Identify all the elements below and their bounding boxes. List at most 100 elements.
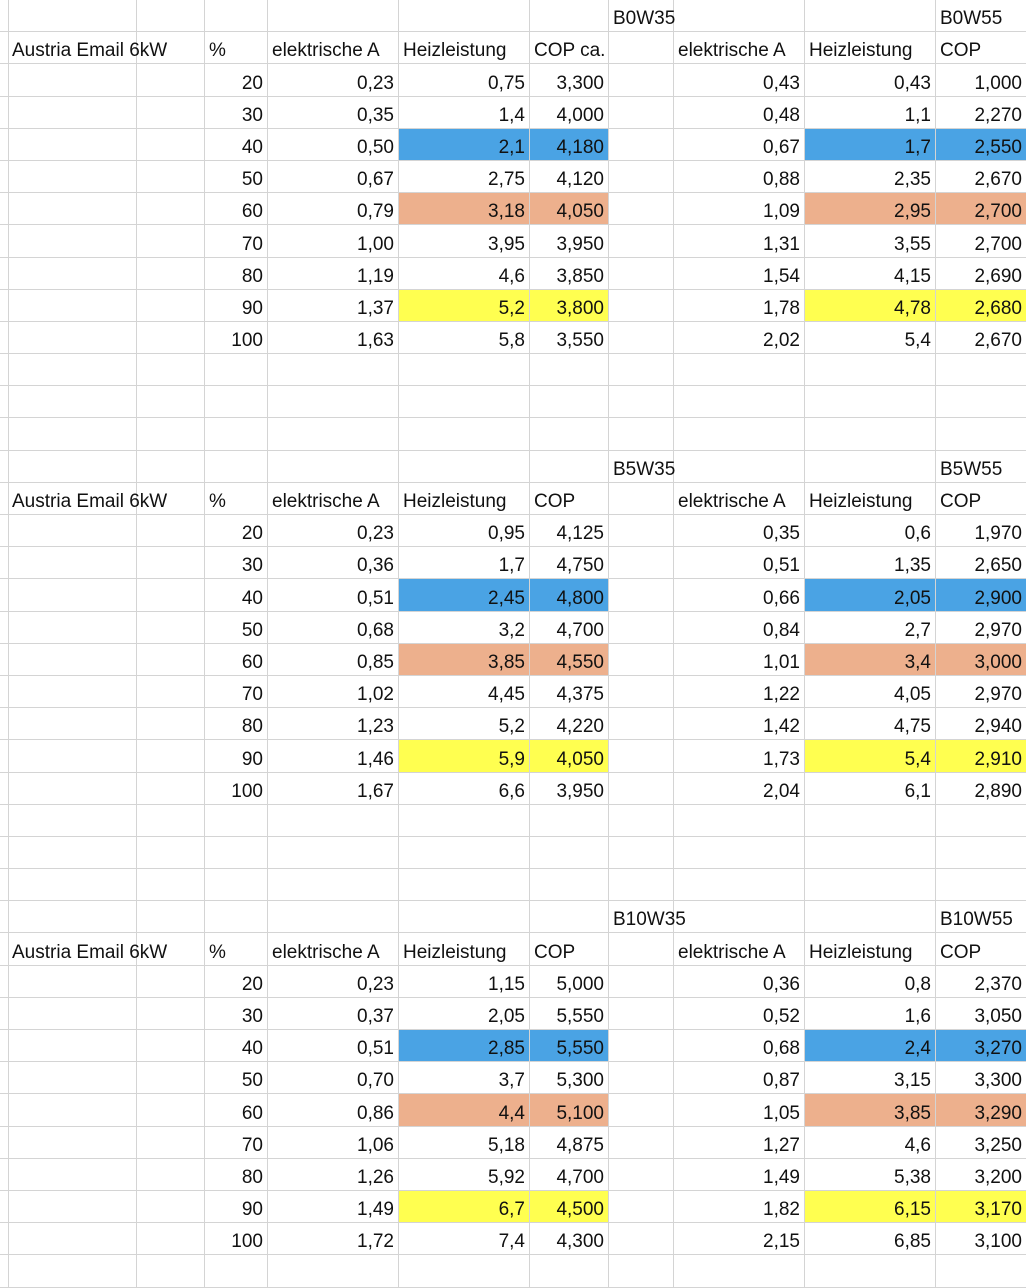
empty-cell[interactable] xyxy=(674,418,805,451)
condition-label-right[interactable]: B0W55 xyxy=(936,0,1026,33)
elektrische-value[interactable]: 1,67 xyxy=(268,772,399,805)
empty-cell[interactable] xyxy=(0,579,9,612)
empty-cell[interactable] xyxy=(805,901,936,934)
cop-value[interactable]: 4,120 xyxy=(530,160,609,194)
empty-cell[interactable] xyxy=(399,836,530,870)
empty-cell[interactable] xyxy=(0,0,9,33)
empty-cell[interactable] xyxy=(530,1255,609,1288)
empty-cell[interactable] xyxy=(137,804,205,837)
heizleistung-value[interactable]: 0,6 xyxy=(805,515,936,548)
elektrische-value[interactable]: 0,88 xyxy=(674,160,805,194)
empty-cell[interactable] xyxy=(0,64,9,97)
header-cop[interactable]: COP xyxy=(936,483,1026,515)
elektrische-value[interactable]: 0,37 xyxy=(268,997,399,1030)
empty-cell[interactable] xyxy=(8,1158,137,1191)
empty-cell[interactable] xyxy=(805,0,936,33)
header-cop[interactable]: COP xyxy=(936,933,1026,966)
percent-value[interactable]: 20 xyxy=(205,965,268,998)
empty-cell[interactable] xyxy=(268,354,399,387)
cop-value[interactable]: 5,100 xyxy=(530,1094,609,1127)
empty-cell[interactable] xyxy=(399,418,530,451)
empty-cell[interactable] xyxy=(0,160,9,194)
empty-cell[interactable] xyxy=(805,354,936,387)
empty-cell[interactable] xyxy=(268,0,399,33)
cop-value[interactable]: 4,550 xyxy=(530,643,609,676)
empty-cell[interactable] xyxy=(268,1255,399,1288)
heizleistung-value[interactable]: 3,15 xyxy=(805,1062,936,1095)
empty-cell[interactable] xyxy=(137,257,205,290)
empty-cell[interactable] xyxy=(8,643,137,676)
empty-cell[interactable] xyxy=(8,804,137,837)
percent-value[interactable]: 30 xyxy=(205,96,268,129)
header-cop[interactable]: COP xyxy=(936,32,1026,65)
empty-cell[interactable] xyxy=(609,386,674,419)
cop-value[interactable]: 3,950 xyxy=(530,772,609,805)
empty-cell[interactable] xyxy=(530,418,609,451)
empty-cell[interactable] xyxy=(8,1255,137,1288)
empty-cell[interactable] xyxy=(8,965,137,998)
header-elektrische[interactable]: elektrische A xyxy=(674,933,805,966)
elektrische-value[interactable]: 0,87 xyxy=(674,1062,805,1095)
heizleistung-value[interactable]: 2,1 xyxy=(399,128,530,161)
heizleistung-value[interactable]: 4,15 xyxy=(805,257,936,290)
empty-cell[interactable] xyxy=(0,257,9,290)
empty-cell[interactable] xyxy=(0,901,9,934)
empty-cell[interactable] xyxy=(137,1126,205,1159)
percent-value[interactable]: 100 xyxy=(205,772,268,805)
heizleistung-value[interactable]: 3,18 xyxy=(399,193,530,226)
elektrische-value[interactable]: 0,23 xyxy=(268,515,399,548)
empty-cell[interactable] xyxy=(8,836,137,870)
heizleistung-value[interactable]: 5,2 xyxy=(399,708,530,741)
empty-cell[interactable] xyxy=(268,869,399,902)
cop-value[interactable]: 4,125 xyxy=(530,515,609,548)
empty-cell[interactable] xyxy=(8,1223,137,1256)
elektrische-value[interactable]: 1,54 xyxy=(674,257,805,290)
empty-cell[interactable] xyxy=(137,1255,205,1288)
cop-value[interactable]: 4,220 xyxy=(530,708,609,741)
heizleistung-value[interactable]: 2,75 xyxy=(399,160,530,194)
empty-cell[interactable] xyxy=(936,1255,1026,1288)
empty-cell[interactable] xyxy=(137,901,205,934)
empty-cell[interactable] xyxy=(8,321,137,355)
empty-cell[interactable] xyxy=(609,257,674,290)
percent-value[interactable]: 40 xyxy=(205,1030,268,1063)
empty-cell[interactable] xyxy=(8,515,137,548)
cop-value[interactable]: 4,180 xyxy=(530,128,609,161)
elektrische-value[interactable]: 1,26 xyxy=(268,1158,399,1191)
cop-value[interactable]: 3,800 xyxy=(530,289,609,322)
cop-value[interactable]: 2,900 xyxy=(936,579,1026,612)
cop-value[interactable]: 4,050 xyxy=(530,193,609,226)
elektrische-value[interactable]: 1,09 xyxy=(674,193,805,226)
elektrische-value[interactable]: 0,85 xyxy=(268,643,399,676)
empty-cell[interactable] xyxy=(0,611,9,644)
header-heizleistung[interactable]: Heizleistung xyxy=(805,32,936,65)
empty-cell[interactable] xyxy=(137,96,205,129)
empty-cell[interactable] xyxy=(609,289,674,322)
empty-cell[interactable] xyxy=(0,386,9,419)
percent-value[interactable]: 60 xyxy=(205,643,268,676)
empty-cell[interactable] xyxy=(137,1190,205,1224)
empty-cell[interactable] xyxy=(609,32,674,65)
empty-cell[interactable] xyxy=(936,354,1026,387)
empty-cell[interactable] xyxy=(137,708,205,741)
empty-cell[interactable] xyxy=(805,836,936,870)
cop-value[interactable]: 3,200 xyxy=(936,1159,1026,1191)
empty-cell[interactable] xyxy=(0,1094,9,1127)
cop-value[interactable]: 3,290 xyxy=(936,1094,1026,1127)
percent-value[interactable]: 80 xyxy=(205,257,268,290)
empty-cell[interactable] xyxy=(805,450,936,483)
elektrische-value[interactable]: 1,42 xyxy=(674,708,805,741)
empty-cell[interactable] xyxy=(137,193,205,226)
empty-cell[interactable] xyxy=(8,354,137,387)
cop-value[interactable]: 4,000 xyxy=(530,96,609,129)
empty-cell[interactable] xyxy=(8,1126,137,1159)
cop-value[interactable]: 2,550 xyxy=(936,128,1026,161)
empty-cell[interactable] xyxy=(399,450,530,483)
cop-value[interactable]: 4,800 xyxy=(530,579,609,612)
empty-cell[interactable] xyxy=(137,321,205,355)
cop-value[interactable]: 2,890 xyxy=(936,773,1026,805)
empty-cell[interactable] xyxy=(0,643,9,676)
cop-value[interactable]: 3,300 xyxy=(936,1062,1026,1095)
empty-cell[interactable] xyxy=(674,804,805,837)
heizleistung-value[interactable]: 4,05 xyxy=(805,675,936,709)
